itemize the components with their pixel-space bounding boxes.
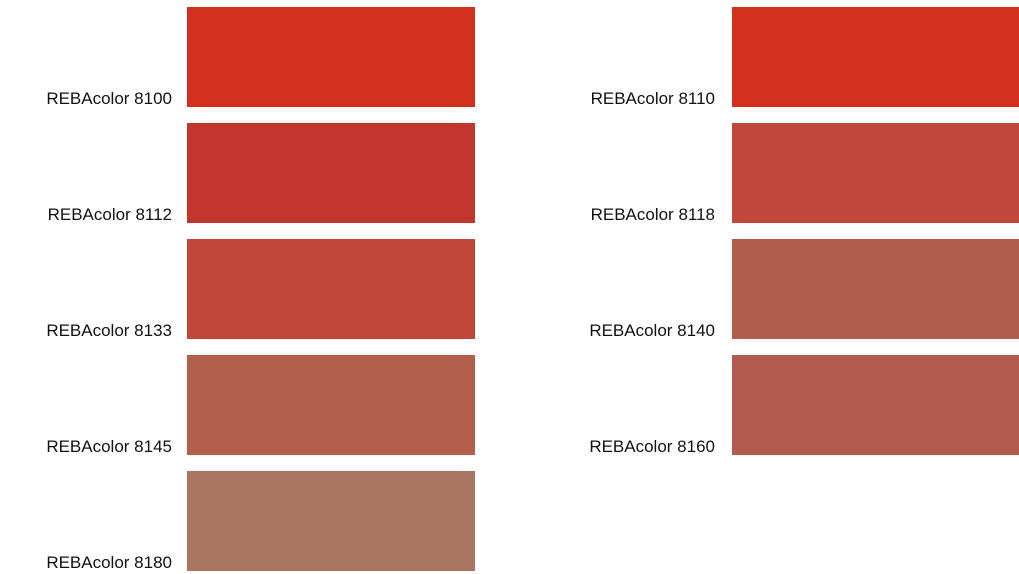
swatch-label: REBAcolor 8133: [46, 321, 172, 340]
color-swatch: [187, 7, 475, 107]
swatch-row: REBAcolor 8145: [0, 355, 475, 455]
color-swatch: [732, 239, 1019, 339]
swatch-row: REBAcolor 8110: [548, 7, 1019, 107]
swatch-row: REBAcolor 8100: [0, 7, 475, 107]
swatch-label: REBAcolor 8100: [46, 89, 172, 108]
color-swatch: [187, 239, 475, 339]
swatch-label: REBAcolor 8118: [590, 205, 715, 224]
swatch-label: REBAcolor 8140: [589, 321, 715, 340]
swatch-row: REBAcolor 8180: [0, 471, 475, 571]
color-swatch: [732, 355, 1019, 455]
swatch-row: REBAcolor 8140: [548, 239, 1019, 339]
swatch-column-left: REBAcolor 8100 REBAcolor 8112 REBAcolor …: [0, 7, 475, 571]
swatch-row: REBAcolor 8160: [548, 355, 1019, 455]
swatch-label: REBAcolor 8110: [590, 89, 715, 108]
color-swatch: [732, 7, 1019, 107]
color-swatch: [187, 123, 475, 223]
swatch-column-right: REBAcolor 8110 REBAcolor 8118 REBAcolor …: [548, 7, 1019, 455]
swatch-row: REBAcolor 8112: [0, 123, 475, 223]
swatch-label: REBAcolor 8112: [47, 205, 172, 224]
swatch-label: REBAcolor 8160: [589, 437, 715, 456]
swatch-label: REBAcolor 8145: [46, 437, 172, 456]
swatch-row: REBAcolor 8133: [0, 239, 475, 339]
swatch-row: REBAcolor 8118: [548, 123, 1019, 223]
swatch-label: REBAcolor 8180: [46, 553, 172, 572]
color-swatch: [732, 123, 1019, 223]
color-swatch: [187, 471, 475, 571]
color-swatch: [187, 355, 475, 455]
